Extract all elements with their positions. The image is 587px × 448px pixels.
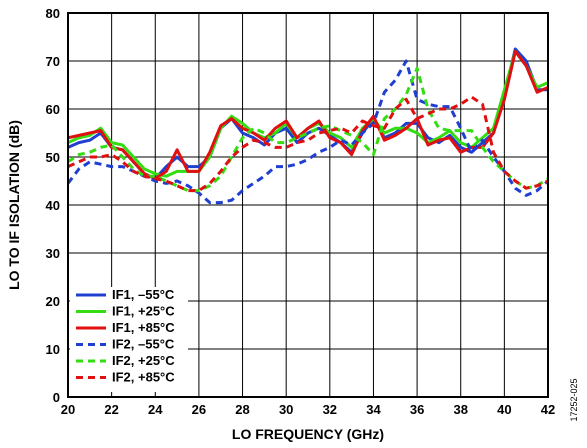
plot-frame: [67, 12, 549, 398]
legend-label: IF2, –55°C: [112, 337, 175, 352]
x-tick-label: 40: [497, 402, 511, 417]
y-tick-label: 70: [46, 54, 60, 69]
y-tick-label: 20: [46, 294, 60, 309]
series-lines: [68, 47, 548, 205]
y-tick-label: 30: [46, 246, 60, 261]
x-tick-label: 42: [541, 402, 555, 417]
y-tick-label: 40: [46, 198, 60, 213]
figure-id: 17252-025: [569, 378, 579, 421]
legend-label: IF2, +25°C: [112, 353, 175, 368]
y-tick-label: 60: [46, 102, 60, 117]
series-line-4: [68, 59, 548, 205]
grid: [67, 12, 549, 398]
y-tick-label: 10: [46, 342, 60, 357]
x-tick-label: 30: [279, 402, 293, 417]
legend-label: IF1, –55°C: [112, 287, 175, 302]
legend-label: IF1, +25°C: [112, 304, 175, 319]
legend-label: IF2, +85°C: [112, 370, 175, 385]
y-tick-label: 80: [46, 6, 60, 21]
y-tick-label: 50: [46, 150, 60, 165]
tick-labels: 20 22 24 26 28 30 32 34 36 38 40 42 0 10 20 30 40 50 60 70 8…: [46, 6, 556, 417]
x-tick-label: 38: [453, 402, 467, 417]
x-tick-label: 28: [235, 402, 249, 417]
y-tick-label: 0: [53, 390, 60, 405]
series-line-6: [68, 95, 548, 193]
x-tick-label: 36: [410, 402, 424, 417]
legend-box: [70, 287, 188, 392]
x-tick-label: 22: [104, 402, 118, 417]
y-axis-label: LO TO IF ISOLATION (dB): [6, 120, 22, 290]
legend-label: IF1, +85°C: [112, 320, 175, 335]
x-tick-label: 24: [148, 402, 163, 417]
x-tick-label: 26: [192, 402, 206, 417]
x-tick-label: 20: [61, 402, 75, 417]
x-axis-label: LO FREQUENCY (GHz): [232, 426, 384, 442]
x-tick-label: 32: [323, 402, 337, 417]
x-tick-label: 34: [366, 402, 381, 417]
